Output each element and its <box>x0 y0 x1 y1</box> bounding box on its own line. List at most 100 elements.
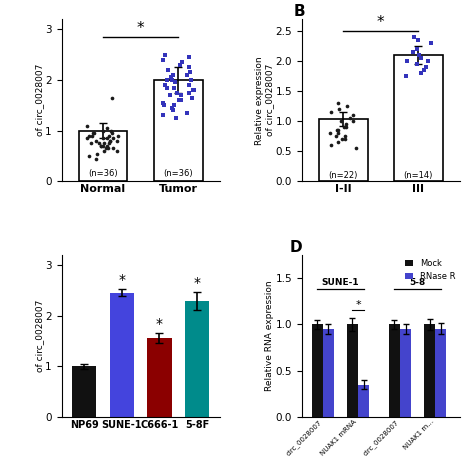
Point <box>87 139 95 147</box>
Point <box>172 114 180 122</box>
Point <box>109 135 117 142</box>
Point <box>171 79 179 86</box>
Text: (n=36): (n=36) <box>164 169 193 178</box>
Point <box>333 127 340 134</box>
Point <box>350 111 357 119</box>
Point <box>83 122 91 129</box>
Point <box>88 132 96 139</box>
Point <box>410 48 417 56</box>
Legend: Mock, RNase R: Mock, RNase R <box>401 255 459 284</box>
Point <box>108 94 116 101</box>
Text: *: * <box>118 273 125 287</box>
Point <box>164 76 171 84</box>
Point <box>161 81 169 89</box>
Point <box>164 66 172 73</box>
Bar <box>109 292 134 417</box>
Point <box>187 76 195 84</box>
Bar <box>185 301 210 417</box>
Point <box>175 96 183 104</box>
Point <box>168 73 175 81</box>
Text: *: * <box>377 15 384 30</box>
Point <box>113 147 120 155</box>
Point <box>166 91 174 99</box>
Text: (n=14): (n=14) <box>404 171 433 180</box>
Text: *: * <box>355 301 361 310</box>
Bar <box>389 324 400 417</box>
Bar <box>323 329 334 417</box>
Point <box>183 109 191 117</box>
Point <box>103 135 110 142</box>
Point <box>414 36 422 44</box>
Point <box>168 104 175 112</box>
Point <box>100 142 107 150</box>
Point <box>342 120 350 128</box>
Point <box>105 132 113 139</box>
Point <box>108 129 115 137</box>
Point <box>169 107 176 114</box>
Bar <box>147 338 172 417</box>
Point <box>179 58 186 66</box>
Point <box>114 132 122 139</box>
Point <box>188 94 195 101</box>
Point <box>332 133 340 140</box>
Point <box>189 86 197 94</box>
Point <box>99 127 107 135</box>
Point <box>327 129 334 137</box>
Point <box>97 142 105 150</box>
Point <box>108 127 115 135</box>
Point <box>403 57 410 65</box>
Point <box>417 69 425 77</box>
Point <box>337 118 345 125</box>
Point <box>402 73 410 80</box>
Point <box>95 139 102 147</box>
Point <box>170 101 177 109</box>
Text: (n=22): (n=22) <box>328 171 358 180</box>
Point <box>104 124 111 132</box>
Point <box>173 89 181 96</box>
Bar <box>72 366 96 417</box>
Point <box>83 135 91 142</box>
Point <box>159 56 167 64</box>
Bar <box>358 384 369 417</box>
Point <box>335 105 343 113</box>
Text: SUNE-1: SUNE-1 <box>321 278 359 287</box>
Point <box>93 150 101 157</box>
Point <box>159 99 167 107</box>
Point <box>334 127 342 134</box>
Point <box>346 115 354 122</box>
Text: 5-8: 5-8 <box>410 278 426 287</box>
Text: *: * <box>137 21 145 36</box>
Point <box>420 66 428 74</box>
Point <box>342 124 350 131</box>
Point <box>414 60 421 68</box>
Point <box>186 69 194 76</box>
Point <box>339 136 346 143</box>
Bar <box>400 329 411 417</box>
Point <box>183 71 191 79</box>
Point <box>162 51 169 58</box>
Point <box>191 86 198 94</box>
Point <box>89 129 97 137</box>
Point <box>410 33 418 41</box>
Point <box>185 53 193 61</box>
Point <box>334 138 341 146</box>
Point <box>343 102 351 110</box>
Point <box>176 61 183 68</box>
Point <box>178 91 185 99</box>
Point <box>352 145 360 152</box>
Bar <box>424 324 435 417</box>
Point <box>92 137 100 145</box>
Point <box>86 132 93 139</box>
Point <box>97 142 105 150</box>
Point <box>413 45 420 53</box>
Point <box>169 76 176 84</box>
Point <box>327 109 335 116</box>
Point <box>163 84 171 91</box>
Bar <box>319 119 368 182</box>
Text: B: B <box>294 4 306 19</box>
Point <box>185 64 192 71</box>
Point <box>341 136 349 143</box>
Point <box>100 147 108 155</box>
Point <box>113 137 120 145</box>
Point <box>104 145 112 152</box>
